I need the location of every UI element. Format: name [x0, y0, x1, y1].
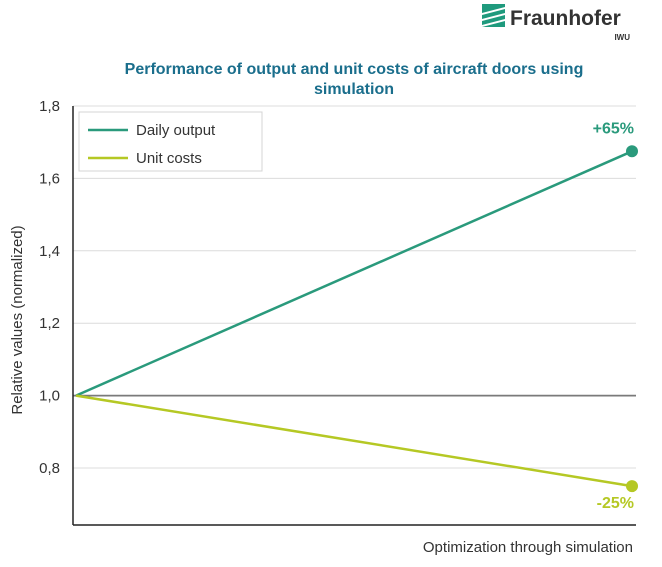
legend-box — [78, 111, 263, 172]
legend-label-daily-output: Daily output — [136, 122, 216, 139]
chart-title-line-2: simulation — [314, 81, 394, 98]
brand-name: Fraunhofer — [510, 7, 621, 30]
brand-sub: IWU — [614, 33, 630, 42]
logo-mark-icon — [482, 4, 505, 27]
y-tick-label: 0,8 — [39, 460, 60, 477]
series-end-label: -25% — [597, 495, 634, 512]
legend-label-unit-costs: Unit costs — [136, 150, 202, 167]
series-layer: +65% -25% — [75, 120, 638, 512]
series-end-point — [626, 145, 638, 158]
series-line-unit-costs — [75, 394, 633, 488]
x-axis-label: Optimization through simulation — [423, 539, 633, 556]
chart-title-line-1: Performance of output and unit costs of … — [125, 61, 584, 78]
legend: Daily output Unit costs — [78, 111, 263, 172]
y-tick-label: 1,0 — [39, 388, 60, 405]
y-tick-labels: 0,8 1,0 1,2 1,4 1,6 1,8 — [39, 98, 60, 477]
series-end-point — [626, 480, 638, 493]
series-line-daily-output — [75, 150, 633, 397]
y-axis-label: Relative values (normalized) — [9, 225, 26, 414]
grid-lines — [73, 105, 636, 469]
series-end-label: +65% — [593, 120, 634, 137]
y-tick-label: 1,4 — [39, 243, 60, 260]
y-tick-label: 1,6 — [39, 170, 60, 187]
y-tick-label: 1,8 — [39, 98, 60, 115]
y-tick-label: 1,2 — [39, 315, 60, 332]
fraunhofer-logo: Fraunhofer IWU — [482, 4, 630, 42]
